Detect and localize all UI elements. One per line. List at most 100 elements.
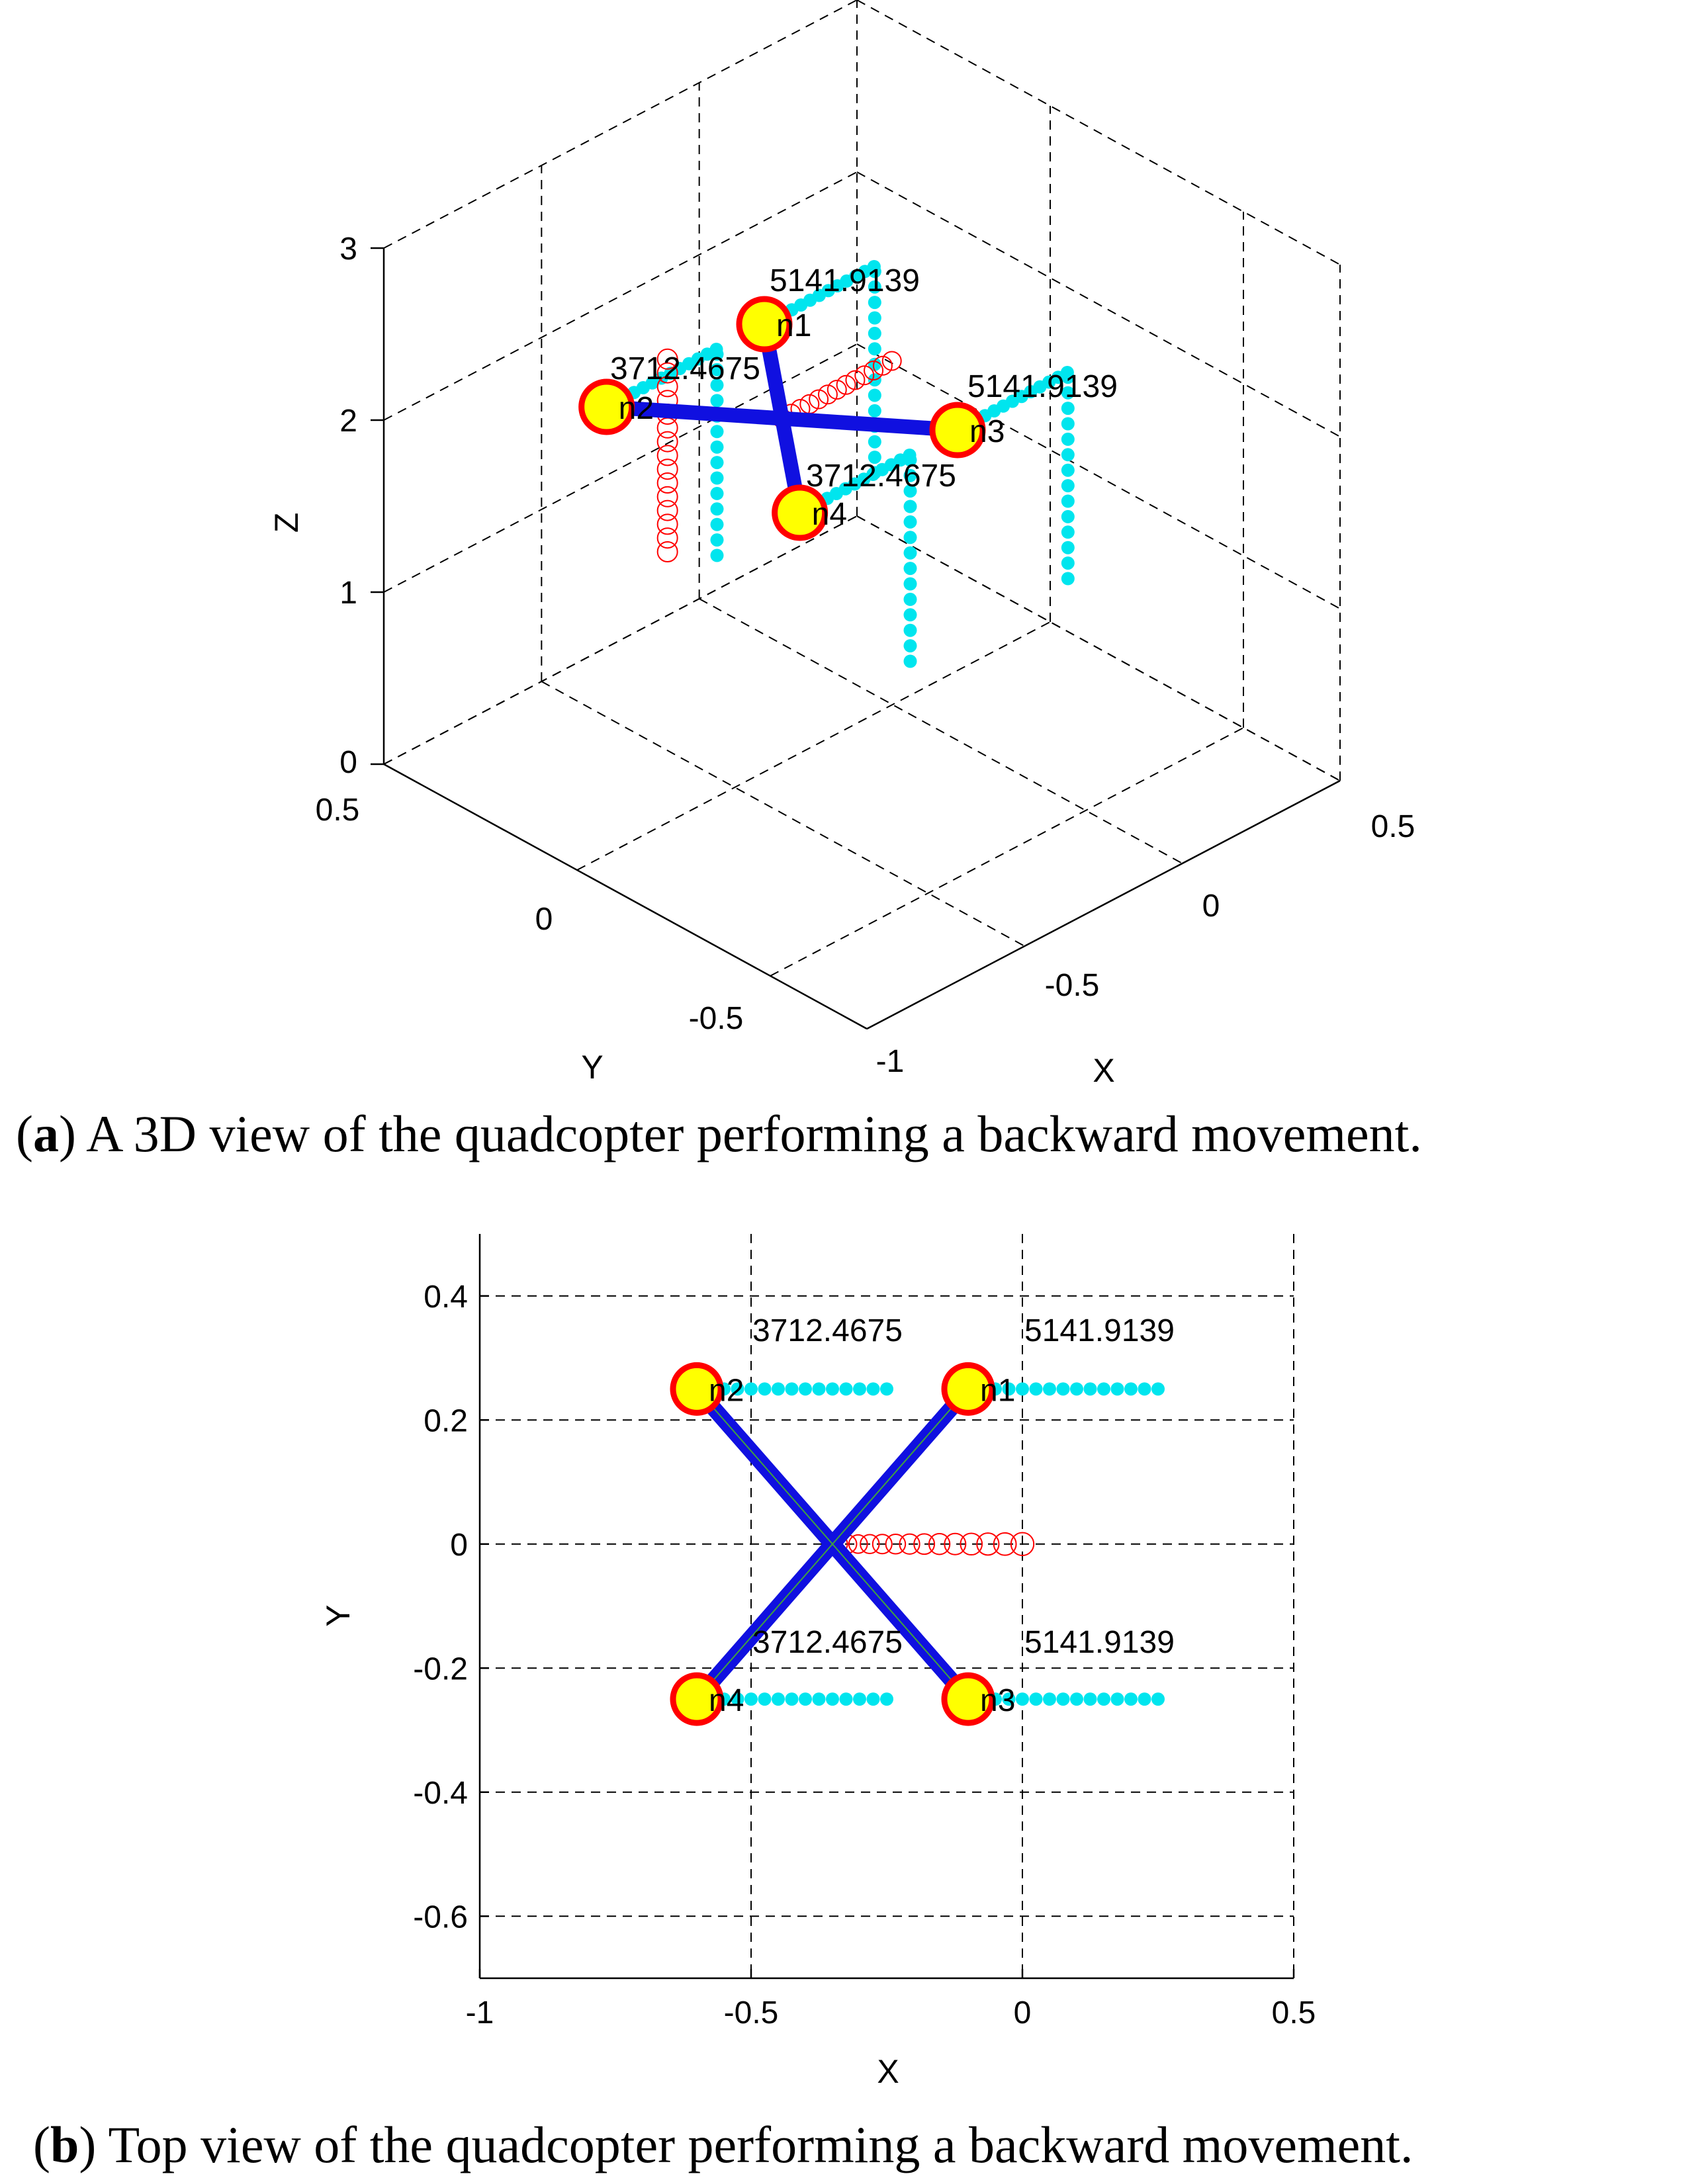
a-trail-point — [903, 484, 917, 498]
a-rotor — [772, 484, 829, 541]
b-y-tick-label: -0.6 — [413, 1900, 468, 1935]
a-trail-point — [903, 608, 917, 622]
a-z-tick-label: 1 — [339, 576, 357, 611]
b-center-point — [872, 1534, 893, 1555]
b-y-axis-title: Y — [320, 1604, 357, 1626]
caption-b: (b) Top view of the quadcopter performin… — [33, 2116, 1413, 2173]
a-rotor — [578, 378, 635, 435]
b-trail-point — [866, 1692, 880, 1706]
a-trail-point — [868, 326, 881, 340]
b-x-tick-label: 0.5 — [1272, 1995, 1316, 2031]
b-trail-point — [1016, 1692, 1029, 1706]
b-trail-point — [1070, 1692, 1083, 1706]
b-x-tick-label: -0.5 — [724, 1995, 779, 2031]
b-rotor — [941, 1672, 995, 1726]
b-trail-point — [839, 1692, 853, 1706]
a-trail-point — [1061, 494, 1075, 508]
a-rotor-id-label: n4 — [812, 497, 847, 532]
caption-a: (a) A 3D view of the quadcopter performi… — [16, 1105, 1422, 1162]
a-trail-point — [1061, 386, 1075, 400]
b-trail-point — [1097, 1692, 1110, 1706]
b-y-tick-label: 0.2 — [424, 1403, 468, 1438]
b-rotor — [670, 1362, 724, 1416]
a-trail-point — [868, 435, 881, 449]
a-trail-point — [710, 456, 724, 470]
a-arm — [757, 322, 807, 515]
b-center-point — [1010, 1532, 1035, 1556]
b-trail-point — [826, 1692, 839, 1706]
a-trail-point — [903, 592, 917, 606]
a-trail-point — [1060, 366, 1074, 379]
b-trail-point — [758, 1382, 772, 1396]
a-backwall-gridline — [383, 171, 858, 421]
panel-b-grid — [478, 1234, 1295, 1980]
a-floor-gridline — [576, 621, 1051, 871]
b-trail-point — [744, 1382, 758, 1396]
b-trail-point — [731, 1382, 744, 1396]
b-trail-point — [1110, 1382, 1124, 1396]
a-trail-point — [710, 533, 724, 547]
a-trail-point — [1061, 463, 1075, 477]
a-trail-point — [710, 471, 724, 485]
a-x-axis-title: X — [1093, 1052, 1114, 1089]
b-trail-point — [853, 1692, 866, 1706]
a-center-point — [656, 431, 678, 453]
a-trail-point — [710, 363, 724, 376]
b-rotor-id-label: n1 — [980, 1373, 1015, 1408]
panel-3d-view: n1 n2 n3 n4 0 1 2 3 0.5 0 -0.5 -1 -0.5 0 0.… — [268, 0, 1415, 1089]
b-center-point — [976, 1532, 1000, 1556]
a-trail-point — [710, 378, 724, 392]
a-trail-point — [1061, 572, 1075, 586]
b-trail-point — [853, 1382, 866, 1396]
a-floor-gridline — [541, 681, 1025, 947]
a-trail-point — [903, 546, 917, 560]
b-trail-point — [880, 1382, 893, 1396]
b-trail-point — [1124, 1382, 1138, 1396]
panel-a-data: n1 n2 n3 n4 — [578, 260, 1075, 668]
a-x-tick-label: 0 — [1202, 889, 1220, 924]
a-trail-point — [1061, 541, 1075, 554]
a-y-tick-label: 0.5 — [316, 793, 360, 828]
b-rotor — [941, 1362, 995, 1416]
b-center-point — [899, 1533, 920, 1555]
a-trail-point — [868, 296, 881, 310]
b-trail-point — [1029, 1692, 1043, 1706]
b-trail-point — [812, 1382, 826, 1396]
a-center-point — [836, 374, 856, 395]
a-trail-point — [710, 425, 724, 439]
a-center-point — [817, 384, 838, 405]
b-arm-center-line — [696, 1388, 969, 1700]
b-trail-point — [1043, 1692, 1056, 1706]
b-trail-point — [1138, 1692, 1151, 1706]
a-trail-point — [903, 562, 917, 576]
a-floor-gridline — [699, 598, 1183, 864]
a-trail-point — [868, 311, 881, 325]
a-trail-point — [710, 394, 724, 408]
b-rotor-id-label: n3 — [980, 1683, 1015, 1718]
a-center-point — [854, 365, 875, 386]
b-rotor — [670, 1672, 724, 1726]
a-trail-point — [710, 548, 724, 562]
a-z-tick-label: 0 — [339, 745, 357, 780]
a-trail-point — [903, 654, 917, 668]
b-center-point — [944, 1532, 967, 1555]
b-x-tick-label: 0 — [1014, 1995, 1032, 2031]
a-trail-point — [868, 404, 881, 417]
a-trail-point — [903, 449, 917, 462]
a-center-point — [656, 472, 678, 494]
panel-a-axes — [371, 247, 1341, 1030]
b-center-point — [960, 1532, 983, 1556]
a-y-axis — [383, 763, 868, 1030]
b-trail-point — [785, 1382, 799, 1396]
a-floor-gridline — [770, 727, 1244, 977]
a-trail-point — [1061, 432, 1075, 446]
a-center-point — [656, 376, 678, 398]
b-center-point — [860, 1534, 880, 1554]
a-center-point — [656, 513, 678, 535]
a-rotor — [929, 402, 986, 459]
b-trail-point — [839, 1382, 853, 1396]
b-trail-point — [1151, 1382, 1165, 1396]
a-trail-point — [868, 388, 881, 402]
a-center-point — [656, 541, 678, 562]
